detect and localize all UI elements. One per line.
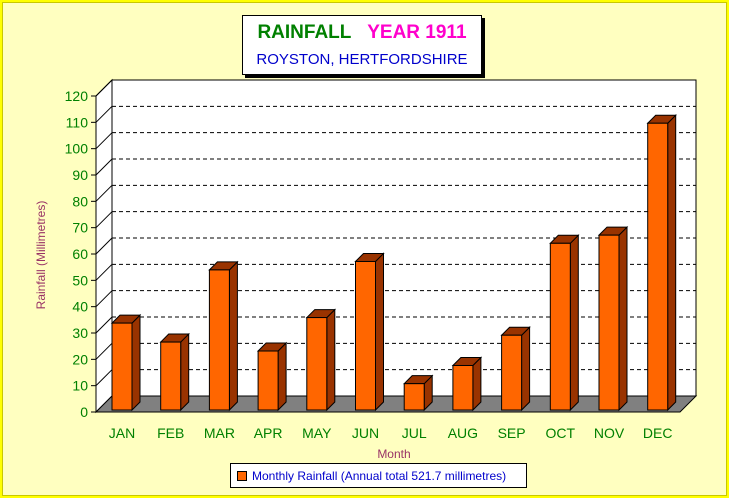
chart-subtitle: ROYSTON, HERTFORDSHIRE	[256, 51, 468, 68]
y-tick-label: 40	[72, 299, 88, 315]
bar	[598, 234, 620, 411]
bar-side	[667, 114, 677, 412]
y-tick-label: 10	[72, 378, 88, 394]
x-tick-label: AUG	[448, 425, 478, 441]
bar-side	[228, 260, 238, 412]
bar-side	[375, 252, 384, 412]
bar-side	[472, 356, 482, 412]
y-axis-title: Rainfall (Millimetres)	[34, 201, 48, 310]
gridline-side	[95, 263, 113, 281]
y-tick-label: 70	[72, 220, 88, 236]
x-tick-label: JUN	[352, 425, 379, 441]
y-tick-label: 110	[66, 114, 89, 130]
y-tick-label: 80	[72, 193, 88, 209]
gridline-side	[95, 211, 113, 229]
bar	[208, 269, 230, 411]
gridline-side	[95, 342, 113, 360]
plot-floor	[94, 395, 698, 413]
y-tick-label: 60	[72, 246, 88, 262]
title-year: YEAR 1911	[367, 22, 467, 43]
gridline-side	[95, 290, 113, 308]
y-tick-label: 120	[65, 88, 89, 104]
gridline-side	[95, 369, 113, 387]
bar-side	[521, 326, 531, 412]
x-tick-label: NOV	[594, 425, 625, 441]
chart-title-box: RAINFALL YEAR 1911 ROYSTON, HERTFORDSHIR…	[242, 15, 482, 75]
gridline-side	[95, 105, 113, 123]
legend-swatch	[237, 470, 247, 481]
legend: Monthly Rainfall (Annual total 521.7 mil…	[230, 463, 527, 488]
x-tick-label: FEB	[157, 425, 184, 441]
y-tick-label: 0	[80, 404, 88, 420]
bar-side	[618, 225, 628, 412]
bar	[647, 122, 669, 411]
bar	[355, 260, 376, 411]
bar-side	[569, 234, 579, 412]
bar-side	[131, 313, 141, 412]
bar	[501, 334, 523, 411]
x-tick-label: DEC	[643, 425, 673, 441]
gridline-side	[95, 316, 113, 334]
x-tick-label: JUL	[402, 425, 427, 441]
gridline-side	[95, 158, 113, 176]
bar	[111, 322, 133, 411]
y-tick-label: 50	[72, 272, 88, 288]
x-tick-label: MAY	[302, 425, 332, 441]
y-tick-label: 30	[72, 325, 88, 341]
bar-side	[180, 332, 190, 412]
chart-title: RAINFALL YEAR 1911	[243, 22, 481, 44]
y-tick-label: 20	[72, 351, 88, 367]
bar	[257, 350, 279, 411]
y-tick-label: 90	[72, 167, 88, 183]
bar	[160, 341, 182, 411]
x-tick-label: MAR	[204, 425, 235, 441]
x-axis-title: Month	[377, 447, 410, 461]
x-tick-label: APR	[254, 425, 283, 441]
bar	[306, 317, 328, 411]
bar-side	[326, 308, 336, 412]
gridline-side	[95, 132, 113, 150]
bar	[549, 242, 571, 411]
x-tick-label: OCT	[546, 425, 576, 441]
gridline-side	[95, 79, 113, 97]
gridline-side	[95, 237, 113, 255]
bar	[403, 383, 425, 411]
legend-label: Monthly Rainfall (Annual total 521.7 mil…	[252, 468, 507, 483]
bar-side	[277, 341, 287, 412]
bar	[452, 364, 474, 411]
x-tick-label: SEP	[498, 425, 526, 441]
title-rainfall: RAINFALL	[257, 22, 352, 43]
gridline-side	[95, 184, 113, 202]
y-tick-label: 100	[65, 141, 89, 157]
x-tick-label: JAN	[109, 425, 135, 441]
